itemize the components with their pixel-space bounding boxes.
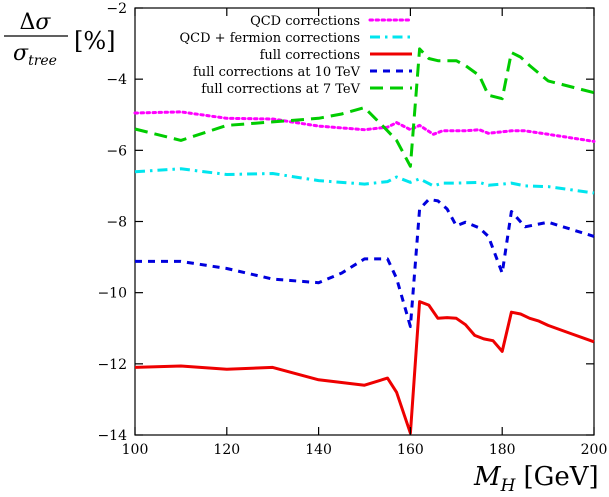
legend: QCD corrections QCD + fermion corrections… — [180, 14, 414, 97]
y-tick-label: −14 — [97, 428, 127, 444]
series-line-1 — [133, 110, 596, 143]
y-tick-label: −12 — [97, 357, 127, 373]
ticks-layer: 100 120 140 160 180 200 −14 −12 −10 −8 −6 −4 −2 — [97, 1, 607, 458]
y-tick-label: −4 — [106, 72, 127, 88]
series-line-5 — [134, 47, 595, 168]
legend-label-3: full corrections — [260, 48, 360, 63]
legend-label-1: QCD corrections — [250, 14, 360, 29]
series-line-4 — [135, 197, 595, 328]
x-tick-label: 160 — [397, 442, 424, 458]
y-axis-label-denominator: σtree — [13, 41, 57, 69]
x-tick-label: 100 — [122, 442, 149, 458]
legend-label-4: full corrections at 10 TeV — [193, 65, 361, 80]
axis-labels: Δσ σtree [%] MH [GeV] — [4, 10, 599, 496]
y-tick-label: −2 — [106, 1, 127, 17]
y-tick-label: −10 — [97, 286, 127, 302]
x-axis-label-text: MH [GeV] — [473, 462, 599, 493]
x-axis-label: MH [GeV] — [473, 462, 599, 496]
legend-label-5: full corrections at 7 TeV — [201, 82, 360, 97]
y-axis-label-unit: [%] — [74, 27, 116, 55]
y-axis-label: Δσ σtree [%] — [4, 10, 116, 69]
x-tick-label: 180 — [489, 442, 516, 458]
x-tick-label: 200 — [581, 442, 608, 458]
y-tick-label: −8 — [106, 215, 127, 231]
series-line-3 — [134, 300, 595, 435]
legend-label-2: QCD + fermion corrections — [180, 31, 360, 46]
y-tick-label: −6 — [106, 143, 127, 159]
series-line-2 — [134, 167, 595, 195]
series-layer — [133, 47, 596, 435]
x-tick-label: 120 — [213, 442, 240, 458]
y-axis-label-numerator: Δσ — [20, 10, 52, 35]
x-tick-label: 140 — [305, 442, 332, 458]
